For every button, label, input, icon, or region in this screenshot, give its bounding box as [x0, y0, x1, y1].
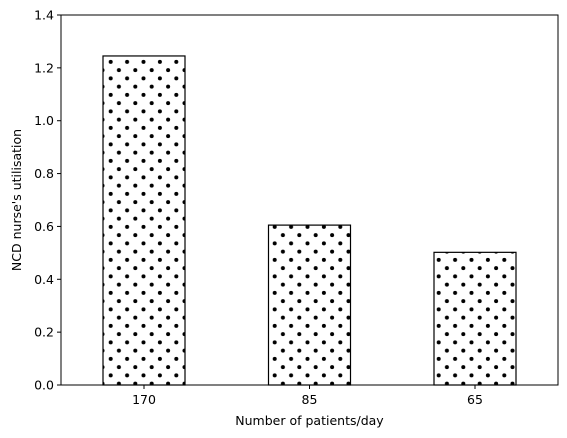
x-axis-label: Number of patients/day	[235, 413, 384, 428]
y-tick-label: 1.4	[34, 8, 54, 23]
y-tick-label: 0.0	[34, 378, 54, 393]
y-axis-label: NCD nurse's utilisation	[9, 129, 24, 271]
x-tick-label: 85	[302, 392, 318, 407]
y-tick-label: 1.0	[34, 113, 54, 128]
bar-hatch-85	[267, 224, 352, 386]
x-axis-ticks: 170 85 65	[132, 385, 483, 407]
bar-hatch-65	[433, 251, 517, 386]
bar-hatch-170	[102, 55, 186, 386]
y-tick-label: 1.2	[34, 60, 54, 75]
bars-group	[102, 55, 517, 386]
y-tick-label: 0.4	[34, 272, 54, 287]
y-tick-label: 0.8	[34, 166, 54, 181]
x-tick-label: 170	[132, 392, 156, 407]
y-tick-label: 0.2	[34, 325, 54, 340]
y-axis-ticks: 0.0 0.2 0.4 0.6 0.8 1.0 1.2 1.4	[34, 8, 61, 393]
x-tick-label: 65	[467, 392, 483, 407]
y-tick-label: 0.6	[34, 219, 54, 234]
